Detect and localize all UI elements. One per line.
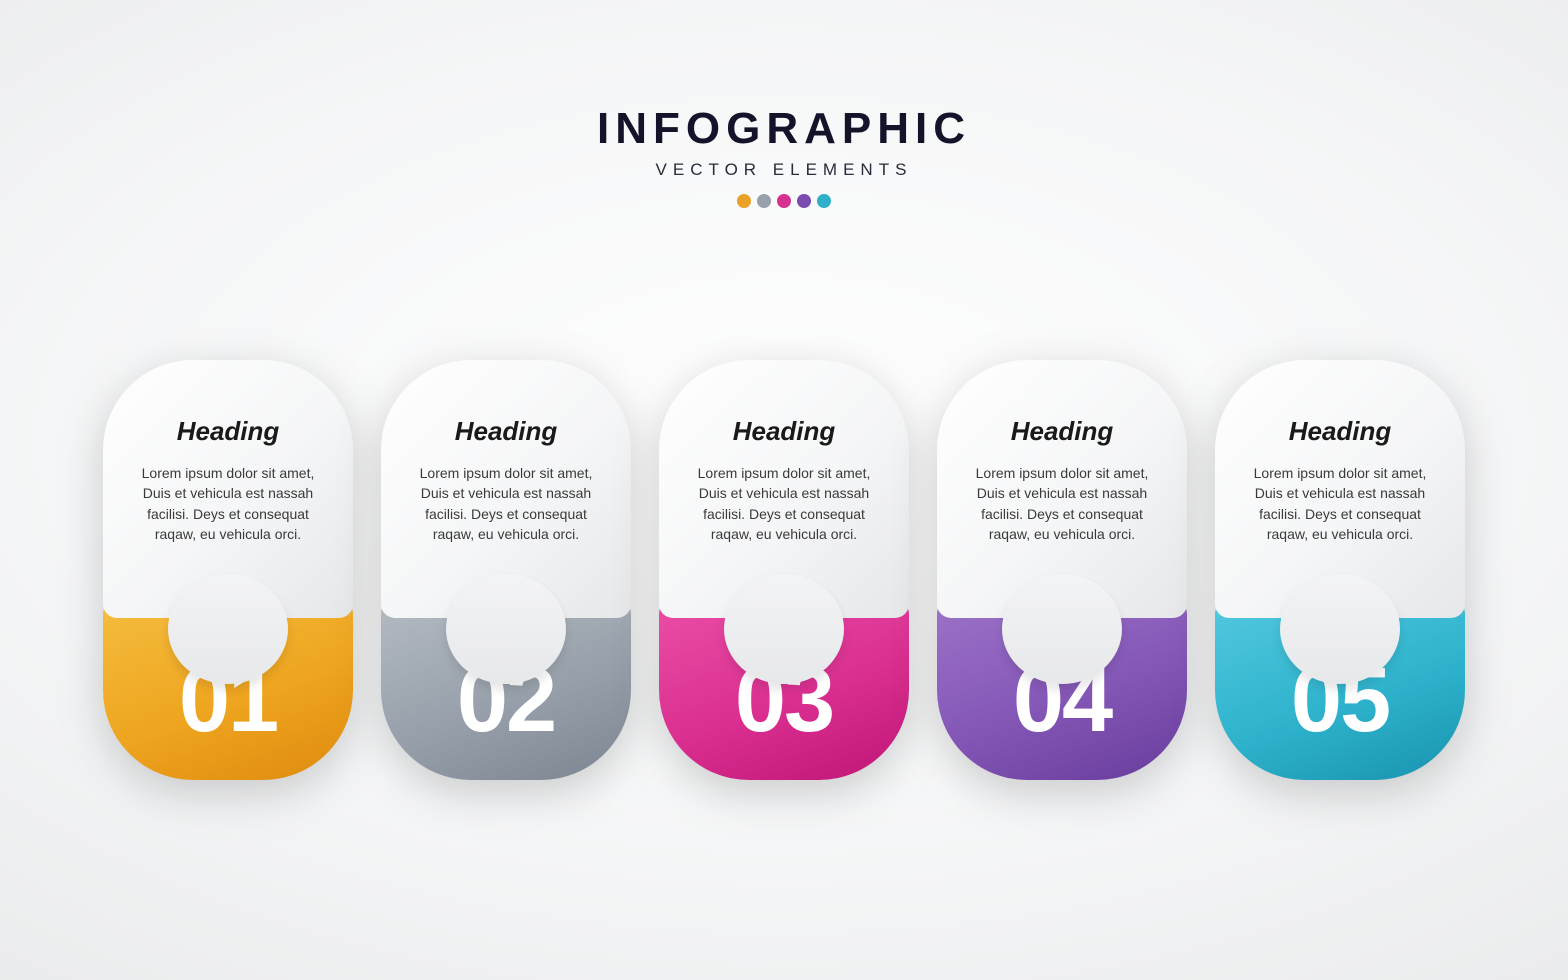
page-title: INFOGRAPHIC xyxy=(0,104,1568,154)
accent-dot-2 xyxy=(757,194,771,208)
card-02-body: Lorem ipsum dolor sit amet, Duis et vehi… xyxy=(409,463,603,544)
card-02-heading: Heading xyxy=(409,416,603,447)
accent-dot-1 xyxy=(737,194,751,208)
accent-dot-5 xyxy=(817,194,831,208)
card-03-notch xyxy=(724,574,844,684)
accent-dot-3 xyxy=(777,194,791,208)
card-01-body: Lorem ipsum dolor sit amet, Duis et vehi… xyxy=(131,463,325,544)
header: INFOGRAPHIC VECTOR ELEMENTS xyxy=(0,104,1568,208)
card-03-heading: Heading xyxy=(687,416,881,447)
card-01: Heading Lorem ipsum dolor sit amet, Duis… xyxy=(103,360,353,780)
infographic-cards: Heading Lorem ipsum dolor sit amet, Duis… xyxy=(0,360,1568,780)
card-02: Heading Lorem ipsum dolor sit amet, Duis… xyxy=(381,360,631,780)
card-03: Heading Lorem ipsum dolor sit amet, Duis… xyxy=(659,360,909,780)
card-04: Heading Lorem ipsum dolor sit amet, Duis… xyxy=(937,360,1187,780)
card-05-heading: Heading xyxy=(1243,416,1437,447)
card-01-notch xyxy=(168,574,288,684)
card-01-heading: Heading xyxy=(131,416,325,447)
card-05-body: Lorem ipsum dolor sit amet, Duis et vehi… xyxy=(1243,463,1437,544)
accent-dots xyxy=(0,194,1568,208)
accent-dot-4 xyxy=(797,194,811,208)
card-04-heading: Heading xyxy=(965,416,1159,447)
card-05: Heading Lorem ipsum dolor sit amet, Duis… xyxy=(1215,360,1465,780)
card-04-body: Lorem ipsum dolor sit amet, Duis et vehi… xyxy=(965,463,1159,544)
card-04-notch xyxy=(1002,574,1122,684)
card-03-body: Lorem ipsum dolor sit amet, Duis et vehi… xyxy=(687,463,881,544)
page-subtitle: VECTOR ELEMENTS xyxy=(0,160,1568,180)
card-05-notch xyxy=(1280,574,1400,684)
card-02-notch xyxy=(446,574,566,684)
